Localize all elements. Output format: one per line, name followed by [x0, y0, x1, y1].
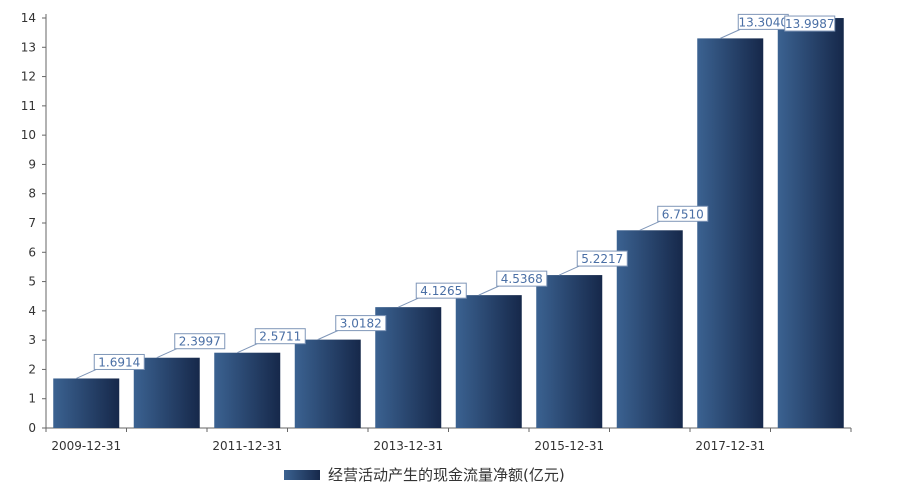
y-tick-label: 13 [21, 40, 36, 54]
bars [53, 18, 844, 428]
data-label-text: 3.0182 [340, 317, 382, 331]
data-label-leader [720, 28, 741, 39]
data-label-leader [398, 297, 419, 308]
x-tick-label: 2017-12-31 [695, 439, 765, 453]
y-tick-label: 10 [21, 128, 36, 142]
data-label-box [93, 353, 145, 370]
bar [455, 295, 522, 428]
data-label-box [576, 250, 628, 267]
y-tick-label: 2 [28, 362, 36, 376]
data-label-text: 4.5368 [501, 272, 543, 286]
bar [53, 378, 120, 428]
legend-label: 经营活动产生的现金流量净额(亿元) [328, 466, 565, 484]
data-label-leader [156, 348, 177, 359]
data-label-box [784, 15, 836, 32]
bar [294, 339, 361, 428]
y-tick-label: 0 [28, 421, 36, 435]
data-label-text: 13.3040 [738, 15, 788, 29]
data-label: 4.1265 [398, 282, 467, 308]
data-label-leader [76, 369, 97, 379]
data-label-box [496, 270, 548, 287]
data-label-leader [317, 330, 338, 341]
data-label-text: 13.9987 [785, 17, 835, 31]
x-tick-label: 2011-12-31 [212, 439, 282, 453]
data-label-text: 2.3997 [179, 335, 221, 349]
data-label: 13.3040 [720, 13, 789, 39]
y-tick-label: 7 [28, 216, 36, 230]
data-label-text: 5.2217 [581, 252, 623, 266]
bar [536, 275, 603, 428]
data-label: 13.9987 [784, 15, 836, 32]
data-label-leader [559, 265, 580, 276]
y-tick-label: 5 [28, 275, 36, 289]
x-tick-label: 2015-12-31 [534, 439, 604, 453]
data-label: 5.2217 [559, 250, 628, 276]
bar [214, 352, 281, 428]
bar [697, 38, 764, 428]
y-tick-label: 6 [28, 245, 36, 259]
y-tick-label: 12 [21, 70, 36, 84]
data-label-text: 6.7510 [662, 207, 704, 221]
data-label: 2.3997 [156, 333, 226, 359]
y-tick-label: 3 [28, 333, 36, 347]
bar [777, 18, 844, 428]
data-label-box [657, 205, 709, 222]
data-label-leader [237, 343, 258, 354]
data-label-leader [639, 220, 660, 231]
data-label: 2.5711 [237, 328, 306, 354]
y-tick-label: 4 [28, 304, 36, 318]
data-label-text: 1.6914 [98, 355, 140, 369]
legend: 经营活动产生的现金流量净额(亿元) [284, 464, 565, 485]
data-label-box [254, 328, 306, 345]
data-label-text: 4.1265 [420, 284, 462, 298]
x-tick-label: 2013-12-31 [373, 439, 443, 453]
data-label-box [174, 333, 226, 350]
data-label: 4.5368 [478, 270, 548, 296]
data-label-box [335, 315, 387, 332]
data-label-box [415, 282, 467, 299]
data-labels: 1.6914 2.3997 2.5711 3.0182 4.1265 4.5368 5.22… [76, 13, 836, 379]
data-label-leader [478, 285, 499, 296]
data-label: 6.7510 [639, 205, 709, 231]
data-label: 1.6914 [76, 353, 145, 379]
y-tick-label: 14 [21, 11, 36, 25]
data-label: 3.0182 [317, 315, 387, 341]
y-tick-label: 8 [28, 187, 36, 201]
x-tick-label: 2009-12-31 [51, 439, 121, 453]
y-tick-label: 1 [28, 392, 36, 406]
legend-swatch [284, 469, 320, 480]
data-label-text: 2.5711 [259, 330, 301, 344]
y-tick-label: 9 [28, 157, 36, 171]
y-tick-label: 11 [21, 99, 36, 113]
